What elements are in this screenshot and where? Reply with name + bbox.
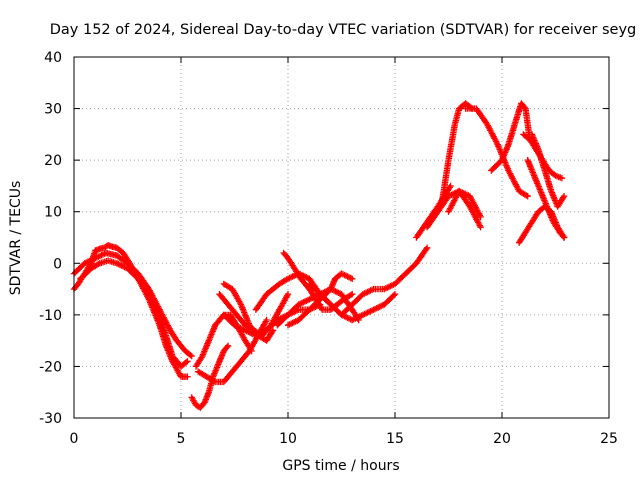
data-point <box>447 182 454 190</box>
data-point <box>560 234 568 241</box>
series-arc-2 <box>77 257 191 370</box>
data-point <box>349 275 356 282</box>
data-point <box>210 377 217 385</box>
data-point <box>349 291 356 298</box>
data-point <box>269 327 277 334</box>
data-point <box>477 224 484 231</box>
x-axis-label: GPS time / hours <box>282 458 399 474</box>
data-point <box>390 292 397 299</box>
data-point <box>391 291 399 298</box>
series-arc-24 <box>524 156 568 241</box>
data-point <box>224 342 232 349</box>
x-tick-label: 20 <box>493 431 511 447</box>
y-tick-label: 40 <box>44 50 62 66</box>
y-tick-label: 30 <box>44 102 62 118</box>
data-point <box>184 358 191 365</box>
data-point <box>284 291 292 298</box>
series-arc-3 <box>70 249 195 360</box>
x-tick-label: 25 <box>600 431 618 447</box>
series-arc-22 <box>515 203 568 246</box>
data-point <box>560 193 568 200</box>
data-point <box>558 175 566 182</box>
data-point <box>524 193 531 200</box>
data-point <box>559 233 567 240</box>
series-arc-19 <box>445 187 484 221</box>
series-arc-21 <box>488 100 533 174</box>
x-tick-label: 15 <box>386 431 404 447</box>
data-point <box>201 399 208 406</box>
series-arc-15 <box>338 244 431 319</box>
axis-ticks: 0 5 10 15 20 25 -30 -20 -10 0 10 20 30 40 <box>39 50 618 447</box>
y-tick-label: 0 <box>53 256 62 272</box>
x-tick-label: 10 <box>279 431 297 447</box>
data-point <box>95 260 102 268</box>
y-tick-label: -30 <box>39 411 62 427</box>
data-point <box>263 316 270 324</box>
data-point <box>187 351 194 359</box>
data-point <box>182 359 190 366</box>
y-axis-label: SDTVAR / TECUs <box>8 181 24 296</box>
data-point <box>217 355 224 362</box>
y-tick-label: 10 <box>44 205 62 221</box>
data-point <box>184 373 191 380</box>
data-point <box>523 192 530 199</box>
grid-lines <box>74 57 609 418</box>
y-tick-label: -10 <box>39 308 62 324</box>
x-tick-label: 0 <box>70 431 79 447</box>
series-arc-18 <box>438 100 476 205</box>
plot-frame <box>73 56 610 419</box>
y-tick-label: 20 <box>44 153 62 169</box>
data-point <box>477 213 484 221</box>
data-point <box>188 352 195 360</box>
series-arc-25 <box>528 131 568 210</box>
series-arc-20 <box>462 105 531 200</box>
data-point <box>422 246 430 253</box>
data-point <box>521 104 528 111</box>
x-tick-label: 5 <box>177 431 186 447</box>
series-arc-6 <box>194 316 270 386</box>
data-points <box>70 100 568 411</box>
y-tick-label: -20 <box>39 359 62 375</box>
data-point <box>223 343 231 351</box>
data-point <box>347 291 354 299</box>
data-point <box>423 244 431 251</box>
chart-title: Day 152 of 2024, Sidereal Day-to-day VTE… <box>50 22 637 38</box>
